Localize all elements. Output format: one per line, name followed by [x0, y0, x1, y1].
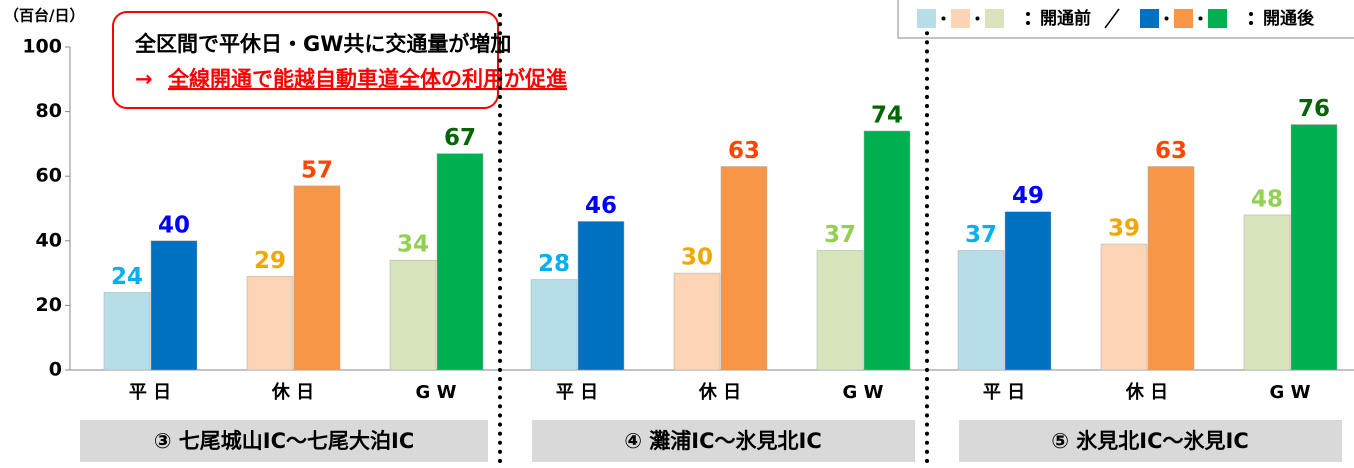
x-tick-label: G W — [843, 382, 884, 403]
x-tick-label: 平 日 — [129, 382, 171, 403]
annotation-box — [112, 11, 499, 109]
bar — [673, 272, 721, 371]
legend-colon — [1026, 12, 1030, 16]
annotation-line2: 全線開通で能越自動車道全体の利用が促進 — [167, 67, 567, 91]
value-label: 63 — [1155, 138, 1187, 164]
section-title-box — [80, 420, 488, 462]
x-tick-label: 休 日 — [1125, 381, 1168, 403]
y-tick-label: 20 — [36, 294, 62, 316]
annotation-line1: 全区間で平休日・GW共に交通量が増加 — [134, 32, 511, 56]
section-title: ⑤ 氷見北IC～氷見IC — [1051, 429, 1249, 453]
value-label: 46 — [585, 193, 617, 219]
value-label: 28 — [538, 251, 570, 277]
bar — [1100, 243, 1148, 371]
value-label: 34 — [397, 232, 429, 258]
section-title: ④ 灘浦IC～氷見北IC — [624, 429, 822, 453]
bar — [1147, 166, 1195, 371]
x-tick-label: 平 日 — [983, 382, 1025, 403]
legend-swatch — [1140, 9, 1159, 28]
y-unit-label: （百台/日） — [4, 7, 84, 25]
legend-colon — [1026, 21, 1030, 25]
y-tick-label: 40 — [36, 229, 62, 251]
value-label: 57 — [301, 157, 333, 183]
bar — [246, 276, 294, 371]
legend-dot — [1164, 16, 1169, 21]
legend-swatch — [1208, 9, 1227, 28]
x-tick-label: 休 日 — [698, 381, 741, 403]
legend-swatch — [985, 9, 1004, 28]
legend-dot — [941, 16, 946, 21]
legend-dot — [1198, 16, 1203, 21]
value-label: 67 — [444, 125, 476, 151]
value-label: 29 — [254, 248, 286, 274]
bar — [1243, 214, 1291, 371]
y-tick-label: 60 — [36, 165, 62, 187]
legend-box — [897, 0, 1354, 39]
x-tick-label: 平 日 — [556, 382, 598, 403]
x-tick-label: G W — [416, 382, 457, 403]
bar — [436, 153, 484, 371]
bar — [150, 240, 198, 371]
bar — [577, 221, 625, 371]
legend-colon — [1249, 12, 1253, 16]
value-label: 63 — [728, 138, 760, 164]
legend-colon — [1249, 21, 1253, 25]
value-label: 48 — [1251, 186, 1283, 212]
value-label: 37 — [824, 222, 856, 248]
x-tick-label: 休 日 — [271, 381, 314, 403]
y-tick-label: 80 — [36, 100, 62, 122]
section-title-box — [532, 420, 915, 462]
bar — [389, 259, 437, 371]
legend-swatch — [1174, 9, 1193, 28]
bar — [863, 130, 911, 371]
value-label: 40 — [158, 212, 190, 238]
legend-dot — [975, 16, 980, 21]
value-label: 37 — [965, 222, 997, 248]
legend-swatch — [951, 9, 970, 28]
legend-label: 開通後 — [1263, 8, 1315, 29]
y-tick-label: 0 — [49, 359, 62, 381]
value-label: 74 — [871, 102, 903, 128]
bar — [1290, 124, 1338, 371]
annotation-arrow: → — [135, 67, 153, 91]
value-label: 24 — [111, 264, 143, 290]
bar — [103, 292, 151, 371]
bar — [720, 166, 768, 371]
y-tick-label: 100 — [22, 36, 62, 58]
value-label: 76 — [1298, 96, 1330, 122]
bar — [530, 279, 578, 371]
section-title: ③ 七尾城山IC～七尾大泊IC — [154, 429, 415, 453]
value-label: 39 — [1108, 216, 1140, 242]
value-label: 30 — [681, 245, 713, 271]
bar — [957, 250, 1005, 371]
section-title-box — [959, 420, 1342, 462]
legend-label: 開通前 — [1040, 8, 1091, 29]
legend-swatch — [917, 9, 936, 28]
value-label: 49 — [1012, 183, 1044, 209]
bar — [293, 185, 341, 371]
x-tick-label: G W — [1270, 382, 1311, 403]
bar — [816, 250, 864, 371]
legend-separator — [1104, 8, 1120, 29]
bar — [1004, 211, 1052, 371]
